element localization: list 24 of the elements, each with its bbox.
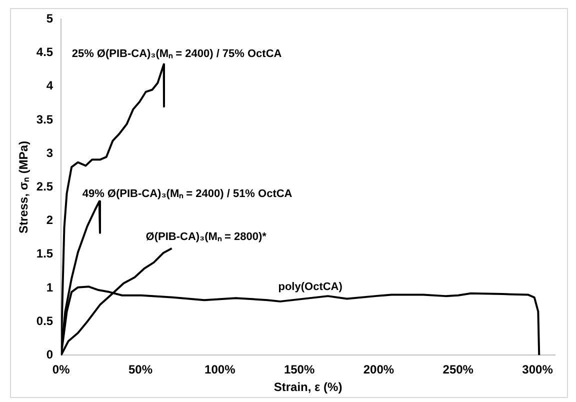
y-tick-label: 1.5 <box>36 246 54 261</box>
y-tick-label: 2.5 <box>36 180 54 194</box>
y-tick-label: 1 <box>46 280 54 294</box>
series-label: 25% Ø(PIB-CA)₃(Mₙ = 2400) / 75% OctCA <box>72 48 282 60</box>
x-tick-label: 150% <box>284 362 315 377</box>
x-tick-label: 50% <box>128 362 153 377</box>
x-tick-label: 300% <box>522 362 554 377</box>
x-tick-label: 0% <box>52 362 70 377</box>
x-tick-label: 200% <box>363 362 394 377</box>
series-label: Ø(PIB-CA)₃(Mₙ = 2800)* <box>146 230 268 243</box>
y-tick-label: 2 <box>46 213 54 228</box>
y-tick-label: 3 <box>46 146 54 160</box>
x-tick-label: 100% <box>204 362 236 377</box>
y-tick-label: 4.5 <box>36 45 54 60</box>
series-label: 49% Ø(PIB-CA)₃(Mₙ = 2400) / 51% OctCA <box>82 188 292 200</box>
x-tick-label: 250% <box>442 362 474 377</box>
x-axis-title: Strain, ε (%) <box>274 380 342 394</box>
y-tick-label: 3.5 <box>36 112 54 126</box>
y-tick-label: 0.5 <box>36 314 54 328</box>
y-tick-label: 4 <box>46 78 54 93</box>
series-label: poly(OctCA) <box>278 280 343 293</box>
y-axis-title: Stress, σₙ (MPa) <box>16 140 31 234</box>
y-tick-label: 0 <box>46 348 54 362</box>
y-tick-label: 5 <box>46 12 54 26</box>
